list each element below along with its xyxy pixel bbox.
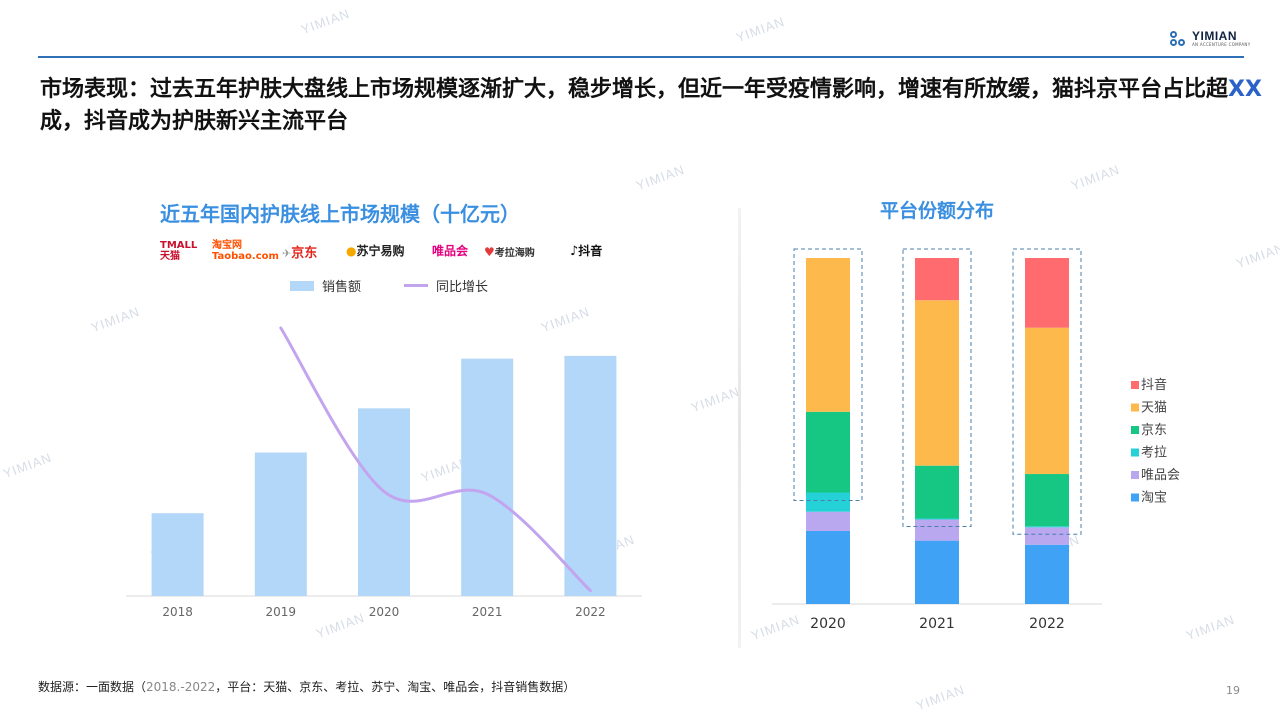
jd-dog-icon: ✈ xyxy=(282,247,292,260)
header-rule xyxy=(38,56,1244,58)
right-chart-title: 平台份额分布 xyxy=(880,200,995,222)
brand-kaola: ♥考拉海购 xyxy=(484,245,535,259)
data-source-note: 数据源：一面数据（2018.-2022，平台：天猫、京东、考拉、苏宁、淘宝、唯品… xyxy=(38,678,575,695)
stack-segment xyxy=(915,465,959,519)
stack-segment xyxy=(915,540,959,604)
x-tick-label: 2020 xyxy=(810,616,846,632)
legend-label-growth: 同比增长 xyxy=(436,280,489,295)
yimian-logo-icon xyxy=(1170,30,1186,47)
headline-part2: 成，抖音成为护肤新兴主流平台 xyxy=(40,109,349,134)
x-tick-label: 2022 xyxy=(575,605,606,619)
stack-segment xyxy=(915,300,959,466)
legend-label-sales: 销售额 xyxy=(322,280,362,295)
headline-highlight: XX xyxy=(1228,77,1262,102)
x-tick-label: 2022 xyxy=(1029,616,1065,632)
douyin-note-icon: ♪ xyxy=(570,244,579,259)
legend-swatch xyxy=(1131,471,1139,479)
sales-bar xyxy=(151,513,204,596)
logo-tagline: AN ACCENTURE COMPANY xyxy=(1192,42,1251,47)
yimian-logo: YIMIAN AN ACCENTURE COMPANY xyxy=(1170,30,1250,47)
stack-segment xyxy=(1025,544,1069,604)
brand-douyin: ♪抖音 xyxy=(570,244,603,259)
left-chart-title: 近五年国内护肤线上市场规模（十亿元） xyxy=(160,202,520,226)
legend-item-growth: 同比增长 xyxy=(404,276,488,295)
brand-vip: 唯品会 xyxy=(432,244,469,258)
brand-tmall: TMALL 天猫 xyxy=(160,240,198,262)
legend-swatch xyxy=(1131,493,1139,502)
logo-name: YIMIAN xyxy=(1192,29,1237,43)
sales-bar xyxy=(461,358,514,596)
stack-segment xyxy=(915,258,959,301)
chart-divider xyxy=(738,208,741,648)
stack-segment xyxy=(806,530,850,604)
brand-jd: ✈京东 xyxy=(282,246,318,261)
stack-segment xyxy=(915,519,959,541)
kaola-icon: ♥ xyxy=(484,245,495,259)
stack-segment xyxy=(1025,327,1069,475)
stack-segment xyxy=(806,492,850,512)
stack-segment xyxy=(806,511,850,531)
legend-label: 淘宝 xyxy=(1141,491,1167,506)
x-tick-label: 2021 xyxy=(919,616,955,632)
stack-segment xyxy=(915,518,959,520)
growth-line xyxy=(279,326,592,593)
page-number: 19 xyxy=(1226,684,1240,697)
headline-part1: 市场表现：过去五年护肤大盘线上市场规模逐渐扩大，稳步增长，但近一年受疫情影响，增… xyxy=(40,77,1229,102)
stack-segment xyxy=(1025,258,1069,328)
legend-swatch xyxy=(1131,448,1139,457)
source-suffix: ，平台：天猫、京东、考拉、苏宁、淘宝、唯品会，抖音销售数据） xyxy=(215,680,576,694)
legend-swatch xyxy=(1131,403,1139,412)
sales-bar xyxy=(564,355,617,596)
legend-swatch-sales xyxy=(290,280,314,291)
stack-segment xyxy=(1025,527,1069,545)
sales-bar xyxy=(358,408,410,596)
stack-segment xyxy=(806,411,850,493)
stack-segment xyxy=(1025,526,1069,528)
legend-label: 京东 xyxy=(1141,423,1167,438)
x-tick-label: 2021 xyxy=(472,605,503,619)
highlight-box xyxy=(793,248,863,502)
legend-label: 考拉 xyxy=(1141,446,1167,461)
x-tick-label: 2019 xyxy=(266,605,297,619)
legend-swatch xyxy=(1131,426,1139,434)
legend-label: 天猫 xyxy=(1141,401,1167,416)
highlight-box xyxy=(1012,248,1082,535)
suning-lion-icon: ● xyxy=(346,244,357,258)
source-prefix: 数据源：一面数据（ xyxy=(38,680,147,694)
legend-label: 唯品会 xyxy=(1141,468,1180,483)
x-tick-label: 2018 xyxy=(162,605,193,619)
stack-segment xyxy=(806,258,850,412)
source-years: 2018.-2022 xyxy=(146,680,216,694)
x-tick-label: 2020 xyxy=(369,605,400,619)
brand-suning: ●苏宁易购 xyxy=(346,244,405,258)
legend-item-sales: 销售额 xyxy=(290,276,361,295)
highlight-box xyxy=(902,248,972,527)
legend-label: 抖音 xyxy=(1141,377,1167,393)
page-headline: 市场表现：过去五年护肤大盘线上市场规模逐渐扩大，稳步增长，但近一年受疫情影响，增… xyxy=(40,74,1270,138)
sales-bar xyxy=(254,452,307,596)
legend-swatch xyxy=(1131,381,1139,389)
stack-segment xyxy=(1025,474,1069,527)
brand-taobao: 淘宝网 Taobao.com xyxy=(212,240,279,262)
legend-swatch-growth xyxy=(404,284,428,287)
